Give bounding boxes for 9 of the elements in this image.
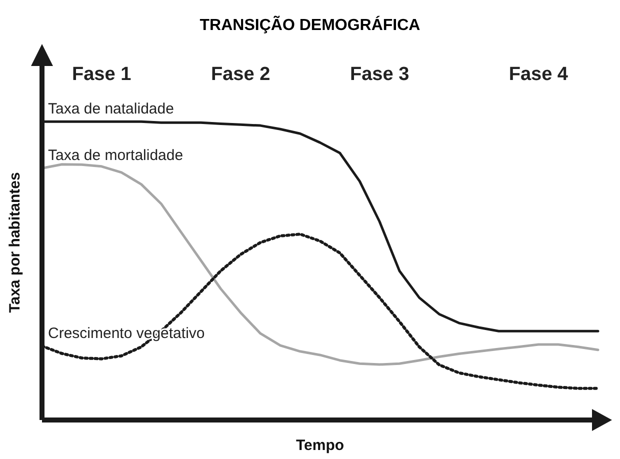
series-label: Taxa de natalidade	[48, 100, 174, 118]
x-tick-label: Fase 4	[508, 64, 568, 85]
x-tick-label: Fase 2	[210, 64, 270, 85]
x-axis-title: Tempo	[296, 437, 344, 454]
x-tick-label: Fase 3	[350, 64, 410, 85]
x-tick-label: Fase 1	[72, 64, 132, 85]
chart-title: TRANSIÇÃO DEMOGRÁFICA	[198, 14, 422, 36]
series-label: Taxa de mortalidade	[48, 147, 184, 164]
y-axis-title: Taxa por habitantes	[6, 172, 24, 313]
